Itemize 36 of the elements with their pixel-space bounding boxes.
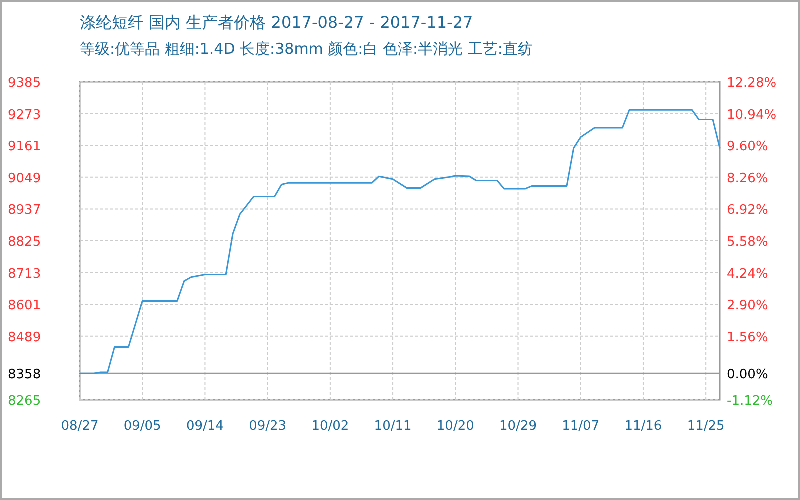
y-tick-label: 8601	[8, 298, 42, 314]
y-tick-label: 8265	[8, 394, 42, 409]
y2-tick-label: 10.94%	[727, 108, 777, 123]
y2-tick-label: 1.56%	[727, 330, 768, 346]
y-tick-label: 9049	[8, 171, 42, 186]
y2-tick-label: 12.28%	[727, 76, 777, 91]
y-tick-label: 8713	[8, 266, 42, 282]
y2-tick-label: 8.26%	[727, 171, 768, 186]
y-tick-label: 9161	[8, 140, 42, 155]
x-tick-label: 11/07	[562, 419, 600, 434]
chart-subtitle: 等级:优等品 粗细:1.4D 长度:38mm 颜色:白 色泽:半消光 工艺:直纺	[80, 40, 533, 58]
y2-tick-label: 4.24%	[727, 266, 768, 282]
x-tick-label: 09/23	[249, 419, 287, 434]
x-tick-label: 11/16	[624, 419, 662, 434]
x-tick-label: 08/27	[61, 419, 99, 434]
y2-tick-label: 2.90%	[727, 298, 768, 314]
y-tick-label: 8358	[8, 368, 42, 383]
y-tick-label: 9273	[8, 108, 42, 123]
y-tick-label: 9385	[8, 76, 42, 91]
y2-tick-label: 0.00%	[727, 367, 768, 382]
y-tick-label: 8937	[8, 203, 42, 218]
chart-title: 涤纶短纤 国内 生产者价格 2017-08-27 - 2017-11-27	[80, 13, 474, 32]
y2-tick-label: 9.60%	[727, 140, 768, 155]
y-tick-label: 8825	[8, 235, 42, 250]
y2-tick-label: -1.12%	[727, 394, 773, 409]
x-tick-label: 09/14	[186, 419, 224, 434]
x-tick-label: 11/25	[687, 419, 725, 434]
x-tick-label: 10/02	[312, 419, 350, 434]
y2-tick-label: 6.92%	[727, 203, 768, 218]
x-tick-label: 10/11	[374, 419, 412, 434]
x-tick-label: 10/29	[500, 419, 537, 434]
y-tick-label: 8489	[8, 330, 42, 346]
line-series	[79, 109, 721, 374]
x-tick-label: 10/20	[436, 419, 474, 434]
x-tick-label: 09/05	[124, 419, 162, 434]
y2-tick-label: 5.58%	[727, 235, 768, 250]
